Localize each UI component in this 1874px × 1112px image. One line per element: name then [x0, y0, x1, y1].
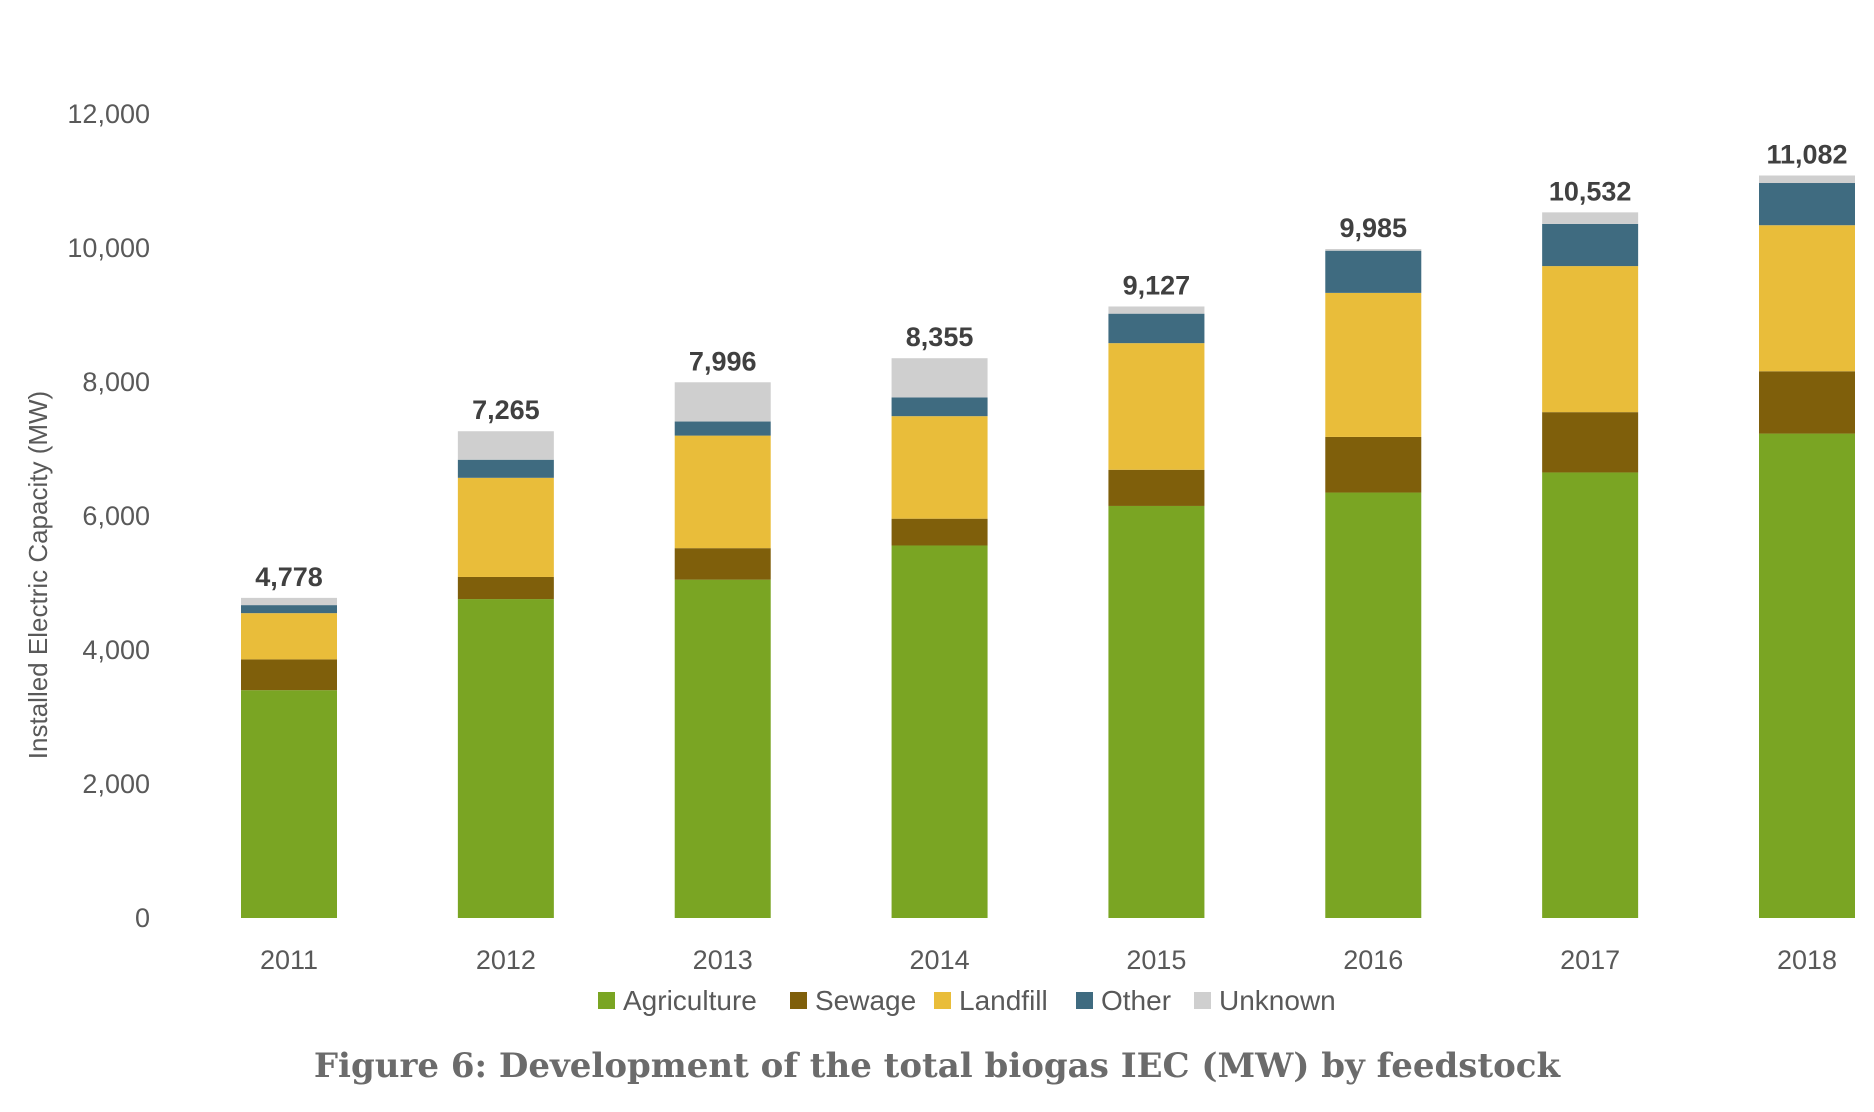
bar-segment-unknown: [1325, 249, 1422, 251]
bar-stacks: [241, 175, 1855, 918]
bar-segment-unknown: [891, 358, 988, 398]
bar-segment-unknown: [241, 597, 337, 606]
bar-stack-2016: [1325, 249, 1422, 918]
bar-segment-agriculture: [1325, 492, 1422, 918]
bar-segment-sewage: [1108, 469, 1205, 506]
legend-swatch: [598, 992, 615, 1009]
bar-segment-other: [891, 397, 988, 417]
bar-segment-landfill: [1759, 225, 1855, 372]
legend-item-agriculture: Agriculture: [598, 985, 757, 1016]
bar-segment-landfill: [1542, 266, 1639, 413]
bar-segment-other: [1542, 223, 1639, 267]
bar-stack-2015: [1108, 306, 1205, 918]
bar-stack-2012: [457, 431, 554, 918]
bar-segment-other: [674, 421, 771, 436]
bar-segment-unknown: [674, 382, 771, 422]
bar-segment-agriculture: [891, 545, 988, 918]
bar-segment-landfill: [674, 435, 771, 549]
legend-label: Sewage: [815, 985, 916, 1016]
total-labels: 4,778 7,265 7,996 8,355 9,127 9,985 10,532 11,0…: [255, 140, 1847, 592]
legend-item-unknown: Unknown: [1194, 985, 1336, 1016]
bar-segment-agriculture: [674, 579, 771, 918]
y-tick-label: 4,000: [82, 635, 150, 665]
y-tick-label: 8,000: [82, 367, 150, 397]
legend-swatch: [1076, 992, 1093, 1009]
bar-stack-2017: [1542, 212, 1639, 918]
legend-label: Agriculture: [623, 985, 757, 1016]
bar-segment-sewage: [457, 576, 554, 600]
bar-segment-other: [457, 459, 554, 478]
y-tick-label: 10,000: [67, 233, 150, 263]
bar-stack-2018: [1759, 175, 1855, 918]
bar-segment-sewage: [1542, 412, 1639, 473]
total-label: 11,082: [1766, 140, 1847, 170]
legend-swatch: [934, 992, 951, 1009]
total-label: 9,127: [1123, 270, 1191, 300]
legend: Agriculture Sewage Landfill Other Unknown: [598, 985, 1336, 1016]
legend-item-other: Other: [1076, 985, 1171, 1016]
x-tick-label: 2013: [693, 945, 753, 975]
bar-segment-agriculture: [457, 599, 554, 918]
stacked-bar-chart: 0 2,000 4,000 6,000 8,000 10,000 12,000 4,778 7…: [23, 99, 1855, 1016]
bar-segment-landfill: [891, 416, 988, 519]
bar-segment-unknown: [1759, 175, 1855, 184]
bar-stack-2014: [891, 358, 988, 918]
total-label: 10,532: [1549, 176, 1632, 206]
bar-segment-unknown: [1108, 306, 1205, 314]
y-tick-label: 12,000: [67, 99, 150, 129]
bar-segment-agriculture: [1759, 433, 1855, 918]
bar-segment-sewage: [674, 548, 771, 580]
x-tick-label: 2018: [1777, 945, 1837, 975]
x-tick-label: 2015: [1126, 945, 1186, 975]
bar-segment-other: [1325, 250, 1422, 293]
legend-item-landfill: Landfill: [934, 985, 1048, 1016]
legend-label: Other: [1101, 985, 1171, 1016]
bar-segment-other: [1759, 183, 1855, 226]
bar-segment-unknown: [1542, 212, 1639, 224]
bar-segment-unknown: [457, 431, 554, 460]
x-tick-label: 2016: [1343, 945, 1403, 975]
bar-stack-2011: [241, 597, 337, 918]
y-tick-label: 6,000: [82, 501, 150, 531]
y-tick-label: 0: [135, 903, 150, 933]
total-label: 4,778: [255, 562, 323, 592]
bar-segment-agriculture: [1542, 472, 1639, 918]
legend-item-sewage: Sewage: [790, 985, 916, 1016]
y-axis-ticks: 0 2,000 4,000 6,000 8,000 10,000 12,000: [67, 99, 150, 933]
legend-swatch: [790, 992, 807, 1009]
bar-segment-sewage: [241, 659, 337, 691]
bar-segment-sewage: [1759, 371, 1855, 434]
bar-segment-sewage: [891, 518, 988, 546]
x-axis-ticks: 2011 2012 2013 2014 2015 2016 2017 2018: [260, 945, 1837, 975]
bar-segment-landfill: [1325, 292, 1422, 437]
figure-caption: Figure 6: Development of the total bioga…: [313, 1046, 1561, 1086]
bar-stack-2013: [674, 382, 771, 918]
legend-swatch: [1194, 992, 1211, 1009]
y-tick-label: 2,000: [82, 769, 150, 799]
total-label: 9,985: [1339, 213, 1407, 243]
x-tick-label: 2012: [476, 945, 536, 975]
total-label: 7,996: [689, 346, 757, 376]
x-tick-label: 2014: [910, 945, 970, 975]
x-tick-label: 2017: [1560, 945, 1620, 975]
bar-segment-other: [241, 605, 337, 614]
legend-label: Landfill: [959, 985, 1048, 1016]
total-label: 8,355: [906, 322, 974, 352]
bar-segment-agriculture: [1108, 505, 1205, 918]
bar-segment-landfill: [241, 613, 337, 660]
bar-segment-landfill: [457, 477, 554, 577]
legend-label: Unknown: [1219, 985, 1336, 1016]
bar-segment-sewage: [1325, 436, 1422, 493]
y-axis-title: Installed Electric Capacity (MW): [23, 391, 53, 759]
bar-segment-other: [1108, 313, 1205, 344]
x-tick-label: 2011: [260, 945, 318, 975]
bar-segment-landfill: [1108, 343, 1205, 470]
bar-segment-agriculture: [241, 690, 337, 918]
total-label: 7,265: [472, 395, 540, 425]
